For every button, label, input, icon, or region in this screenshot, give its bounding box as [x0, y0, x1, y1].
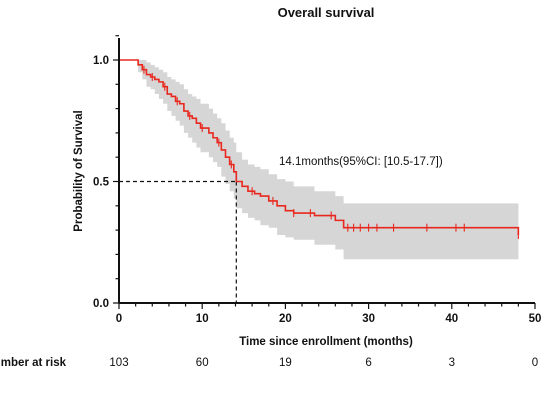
risk-table-value: 6 [365, 357, 371, 369]
y-tick-label: 0.0 [93, 298, 109, 310]
risk-table-value: 19 [279, 357, 292, 369]
risk-table-label: Number at risk [0, 357, 67, 369]
risk-table-value: 0 [532, 357, 538, 369]
x-tick-label: 40 [445, 313, 458, 325]
survival-curve [119, 59, 520, 235]
median-annotation: 14.1months(95%CI: [10.5-17.7]) [279, 156, 443, 168]
x-tick-label: 0 [116, 313, 122, 325]
x-axis-label: Time since enrollment (months) [239, 336, 413, 348]
x-tick-label: 20 [279, 313, 292, 325]
confidence-band [119, 60, 519, 265]
risk-table-value: 103 [109, 357, 128, 369]
risk-table-value: 3 [449, 357, 455, 369]
chart-title: Overall survival [278, 5, 375, 20]
risk-table: 103 60 19 6 3 0 [109, 357, 538, 369]
y-axis-label: Probability of Survival [73, 110, 85, 231]
plot-area: 0 10 20 30 40 50 0.0 0.5 1.0 [93, 35, 542, 325]
y-tick-label: 0.5 [93, 177, 110, 189]
y-tick-label: 1.0 [93, 55, 109, 67]
x-tick-label: 50 [529, 313, 542, 325]
x-tick-label: 30 [362, 313, 375, 325]
x-tick-label: 10 [196, 313, 209, 325]
risk-table-value: 60 [196, 357, 209, 369]
